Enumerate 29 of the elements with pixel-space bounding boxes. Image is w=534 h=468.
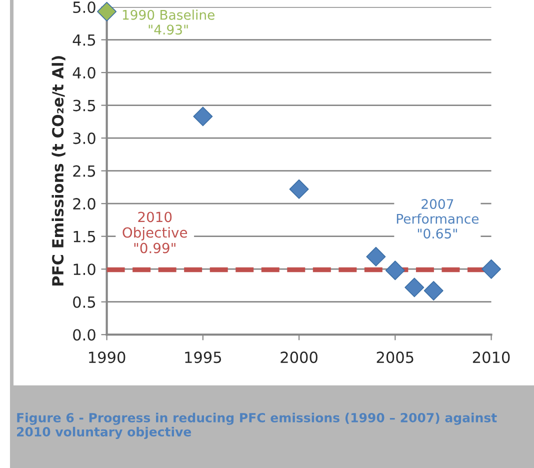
point bbox=[193, 106, 213, 126]
y-tick-label: 5.0 bbox=[73, 1, 96, 14]
caption: Figure 6 - Progress in reducing PFC emissions (1990 – 2007) against 2010 voluntary objective bbox=[17, 412, 497, 440]
y-tick-label: 1.0 bbox=[74, 264, 96, 276]
annotation: 1990 Baseline "4.93" bbox=[122, 10, 214, 35]
y-tick-label: 2.0 bbox=[73, 198, 96, 210]
ref-line-label: 2010 Objective "0.99" bbox=[122, 212, 188, 254]
y-tick-label: 0.5 bbox=[73, 296, 96, 308]
point bbox=[366, 246, 386, 266]
y-tick-label: 2.5 bbox=[73, 165, 96, 177]
y-axis-title: PFC Emissions (t CO₂e/t Al) bbox=[52, 56, 66, 286]
x-tick-label: 2000 bbox=[280, 352, 318, 364]
x-tick-label: 1990 bbox=[89, 352, 126, 364]
x-tick-label: 1995 bbox=[185, 352, 222, 364]
x-tick-label: 2005 bbox=[376, 352, 414, 364]
point bbox=[424, 280, 444, 300]
point bbox=[97, 2, 117, 22]
y-tick-label: 3.5 bbox=[73, 100, 96, 112]
y-tick-label: 3.0 bbox=[73, 132, 96, 144]
point bbox=[385, 260, 405, 280]
annotation: 2007 Performance "0.65" bbox=[396, 199, 479, 239]
point bbox=[482, 259, 502, 279]
y-tick-label: 0.0 bbox=[73, 329, 96, 341]
point bbox=[289, 179, 309, 199]
point bbox=[404, 278, 424, 298]
y-tick-label: 4.5 bbox=[72, 34, 96, 46]
x-tick-label: 2010 bbox=[472, 352, 510, 364]
y-tick-label: 1.5 bbox=[74, 231, 96, 242]
y-tick-label: 4.0 bbox=[72, 67, 96, 79]
